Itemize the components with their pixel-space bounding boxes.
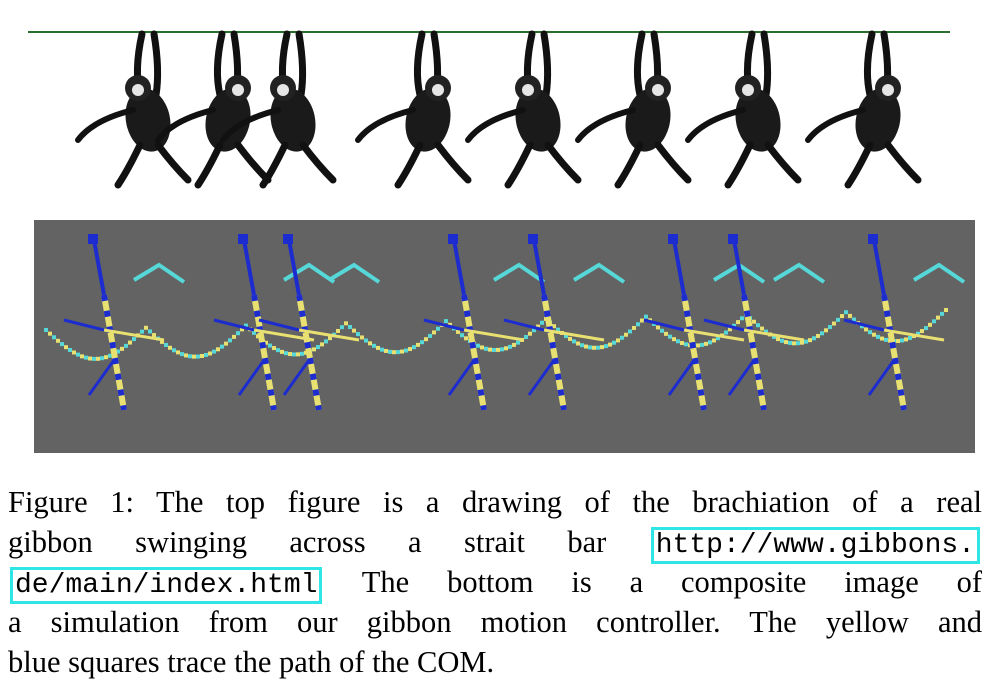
caption-line-5: blue squares trace the path of the COM. (8, 645, 495, 679)
simulated-gibbon (258, 234, 381, 411)
gibbon-figure (465, 30, 582, 189)
gibbon-figure (155, 30, 272, 189)
gibbon-figure (355, 30, 472, 189)
gibbon-figure (685, 30, 802, 189)
caption-line-1: Figure 1: The top figure is a drawing of… (8, 485, 983, 519)
gibbon-figure (75, 30, 192, 189)
simulated-gibbon (503, 234, 626, 411)
caption-line-3: de/main/index.html The bottom is a compo… (8, 562, 982, 604)
simulated-gibbons (63, 234, 966, 411)
simulated-gibbon (843, 234, 966, 411)
gibbon-figure (575, 30, 692, 189)
gibbon-figure (220, 30, 337, 189)
simulated-gibbon (703, 234, 826, 411)
caption-line-4: a simulation from our gibbon motion cont… (8, 605, 982, 639)
gibbon-silhouettes (75, 30, 922, 189)
figure-caption: Figure 1: The top figure is a drawing of… (8, 482, 982, 682)
caption-line-2: gibbon swinging across a strait bar http… (8, 522, 982, 564)
gibbon-figure (805, 30, 922, 189)
simulated-gibbon (423, 234, 546, 411)
simulated-gibbon (213, 234, 336, 411)
url-link-part-1[interactable]: http://www.gibbons. (650, 527, 980, 564)
url-link-part-2[interactable]: de/main/index.html (10, 567, 323, 604)
simulation-composite (34, 220, 975, 453)
figure-label: Figure 1: (8, 485, 134, 519)
simulated-gibbon (63, 234, 186, 411)
gibbon-drawing (28, 30, 950, 189)
